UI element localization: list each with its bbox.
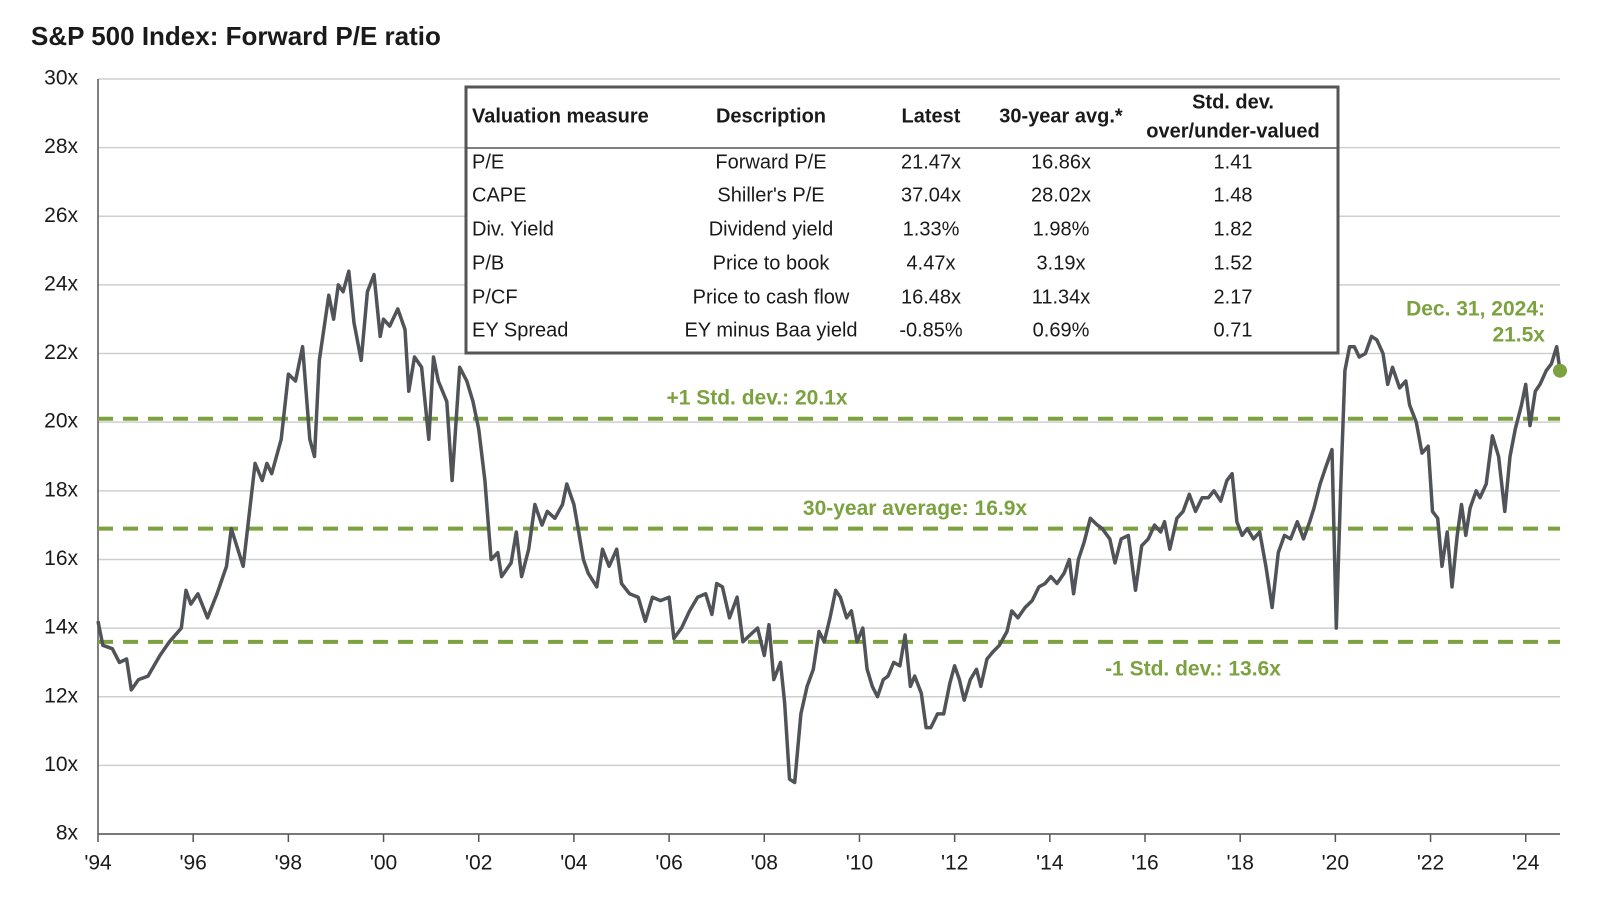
reference-label: -1 Std. dev.: 13.6x xyxy=(1105,657,1281,680)
table-header: Std. dev. xyxy=(1192,91,1274,113)
x-tick-label: '14 xyxy=(1036,852,1064,875)
y-tick-label: 10x xyxy=(44,753,78,776)
reference-label: +1 Std. dev.: 20.1x xyxy=(666,386,847,409)
x-tick-label: '04 xyxy=(560,852,588,875)
x-tick-label: '06 xyxy=(655,852,682,875)
table-cell: CAPE xyxy=(472,184,526,206)
x-tick-label: '18 xyxy=(1227,852,1254,875)
end-annotation: Dec. 31, 2024: xyxy=(1406,298,1545,321)
table-cell: 2.17 xyxy=(1214,286,1253,308)
end-point xyxy=(1553,363,1567,378)
y-tick-label: 26x xyxy=(44,204,78,227)
table-cell: Forward P/E xyxy=(715,151,826,173)
table-cell: 0.69% xyxy=(1033,319,1090,341)
pe-line xyxy=(96,269,1562,785)
table-cell: 28.02x xyxy=(1031,184,1091,206)
x-tick-label: '02 xyxy=(465,852,492,875)
table-cell: 4.47x xyxy=(907,252,956,274)
table-cell: Dividend yield xyxy=(709,218,834,240)
y-tick-label: 12x xyxy=(44,684,78,707)
x-tick-label: '24 xyxy=(1512,852,1540,875)
table-cell: P/B xyxy=(472,252,504,274)
table-cell: 11.34x xyxy=(1032,286,1091,308)
table-cell: EY minus Baa yield xyxy=(684,319,857,341)
y-tick-label: 14x xyxy=(44,616,78,639)
table-box xyxy=(464,85,1340,355)
table-cell: 0.71 xyxy=(1214,319,1253,341)
table-header: over/under-valued xyxy=(1146,120,1319,142)
x-tick-label: '00 xyxy=(370,852,397,875)
table-cell: 21.47x xyxy=(901,151,961,173)
x-tick-label: '16 xyxy=(1131,852,1158,875)
y-tick-label: 24x xyxy=(44,272,78,295)
table-cell: 16.86x xyxy=(1031,151,1091,173)
y-tick-label: 30x xyxy=(44,67,78,90)
y-tick-label: 16x xyxy=(44,547,78,570)
table-cell: -0.85% xyxy=(899,319,963,341)
end-annotation: 21.5x xyxy=(1492,324,1545,347)
x-tick-label: '08 xyxy=(751,852,778,875)
x-tick-label: '96 xyxy=(179,852,206,875)
table-cell: 37.04x xyxy=(901,184,961,206)
table-cell: P/E xyxy=(472,151,504,173)
x-tick-label: '98 xyxy=(275,852,302,875)
table-cell: P/CF xyxy=(472,286,518,308)
y-tick-label: 28x xyxy=(44,135,78,158)
y-tick-label: 20x xyxy=(44,410,78,433)
x-tick-label: '22 xyxy=(1417,852,1444,875)
table-cell: 1.41 xyxy=(1214,151,1253,173)
table-cell: Shiller's P/E xyxy=(717,184,824,206)
y-tick-label: 8x xyxy=(56,822,79,845)
y-tick-label: 22x xyxy=(44,341,78,364)
x-tick-label: '12 xyxy=(941,852,968,875)
y-tick-label: 18x xyxy=(44,478,78,501)
table-header: Latest xyxy=(902,105,961,127)
table-cell: 1.82 xyxy=(1214,218,1253,240)
table-cell: 1.52 xyxy=(1214,252,1253,274)
table-cell: Price to book xyxy=(713,252,831,274)
table-cell: Price to cash flow xyxy=(693,286,850,308)
table-cell: 3.19x xyxy=(1037,252,1086,274)
table-cell: Div. Yield xyxy=(472,218,554,240)
table-cell: EY Spread xyxy=(472,319,568,341)
table-cell: 1.98% xyxy=(1033,218,1090,240)
table-cell: 16.48x xyxy=(901,286,961,308)
chart-title: S&P 500 Index: Forward P/E ratio xyxy=(31,21,441,51)
x-tick-label: '20 xyxy=(1322,852,1349,875)
table-cell: 1.48 xyxy=(1214,184,1253,206)
x-tick-label: '94 xyxy=(84,852,112,875)
table-header: Valuation measure xyxy=(472,105,649,127)
table-header: 30-year avg.* xyxy=(999,105,1123,127)
table-header: Description xyxy=(716,105,826,127)
reference-label: 30-year average: 16.9x xyxy=(803,497,1027,520)
x-tick-label: '10 xyxy=(846,852,873,875)
table-cell: 1.33% xyxy=(903,218,960,240)
